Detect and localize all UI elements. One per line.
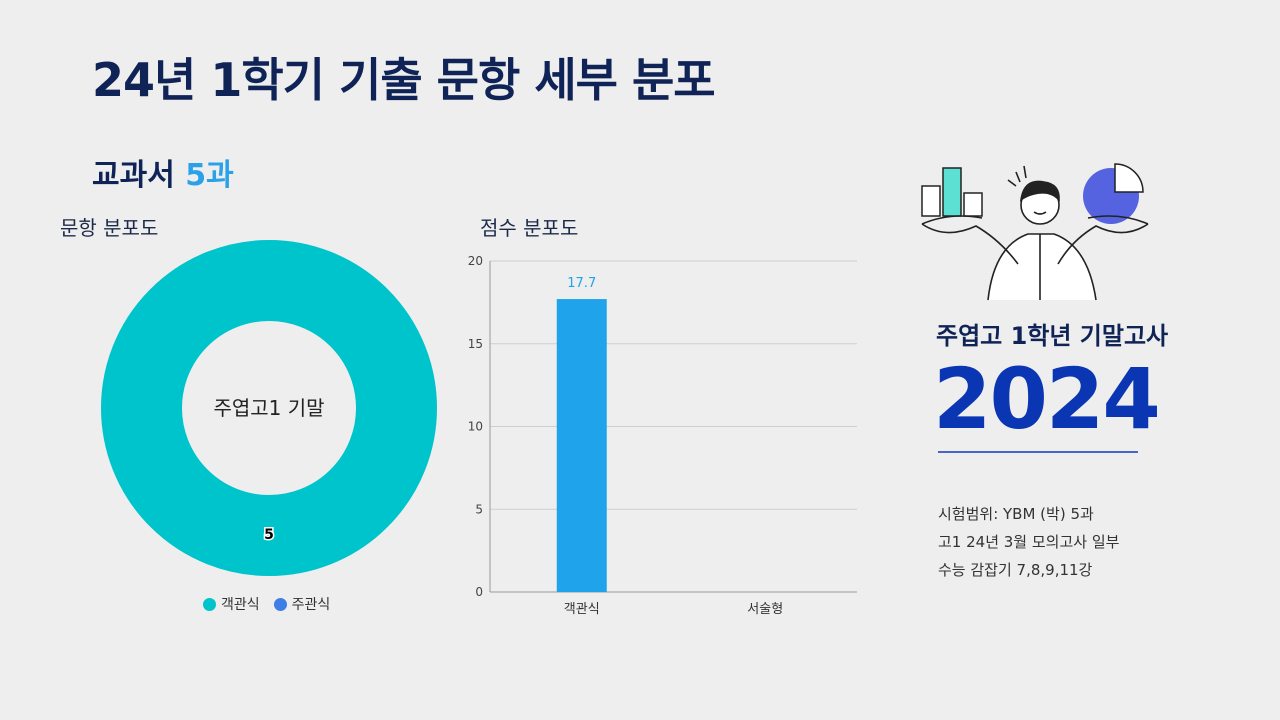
y-tick-label-2: 10: [468, 420, 483, 434]
pie-icon: [1083, 163, 1144, 224]
bar-icon: [921, 167, 983, 217]
donut-slice-0: [101, 240, 437, 576]
bar-0: [556, 299, 607, 592]
bar-chart: 0 5 10 15 20 17.7 객관식 서술형: [468, 254, 857, 617]
bar-data-label-0: 17.7: [567, 276, 596, 291]
x-tick-label-1: 서술형: [747, 602, 783, 617]
y-tick-label-4: 20: [468, 254, 483, 268]
info-line-mock-exam: 고1 24년 3월 모의고사 일부: [938, 533, 1120, 551]
exam-year: 2024: [933, 350, 1161, 448]
section-title-prefix: 교과서: [92, 158, 175, 193]
donut-chart: 5 주엽고1 기말: [101, 240, 437, 576]
info-line-suneung: 수능 감잡기 7,8,9,11강: [938, 561, 1093, 579]
bar-chart-title: 점수 분포도: [480, 216, 579, 240]
y-tick-label-1: 5: [475, 502, 483, 516]
legend-swatch-objective: [203, 597, 216, 611]
exam-info: 시험범위: YBM (박) 5과 고1 24년 3월 모의고사 일부 수능 감잡…: [938, 500, 1119, 584]
y-tick-label-0: 0: [475, 585, 483, 599]
legend-swatch-subjective: [273, 597, 287, 611]
person-icon: [921, 165, 1149, 301]
x-tick-label-0: 객관식: [564, 602, 600, 617]
y-tick-label-3: 15: [468, 337, 483, 351]
section-title: 교과서 5과: [92, 150, 234, 194]
page-title: 24년 1학기 기출 문항 세부 분포: [92, 53, 716, 107]
legend-item-subjective: 주관식: [273, 594, 331, 614]
legend-label-objective: 객관식: [221, 597, 260, 613]
donut-center-label: 주엽고1 기말: [213, 396, 324, 420]
info-line-range: 시험범위: YBM (박) 5과: [938, 505, 1094, 523]
legend-label-subjective: 주관식: [291, 597, 331, 613]
legend-item-objective: 객관식: [203, 594, 260, 614]
divider: [938, 451, 1138, 453]
donut-slice-label-0: 5: [264, 527, 274, 543]
exam-name: 주엽고 1학년 기말고사: [936, 322, 1169, 350]
section-title-highlight: 5과: [185, 158, 234, 193]
person-holding-charts-icon: [921, 163, 1149, 301]
donut-chart-title: 문항 분포도: [60, 216, 159, 240]
donut-legend: 객관식 주관식: [203, 594, 330, 614]
